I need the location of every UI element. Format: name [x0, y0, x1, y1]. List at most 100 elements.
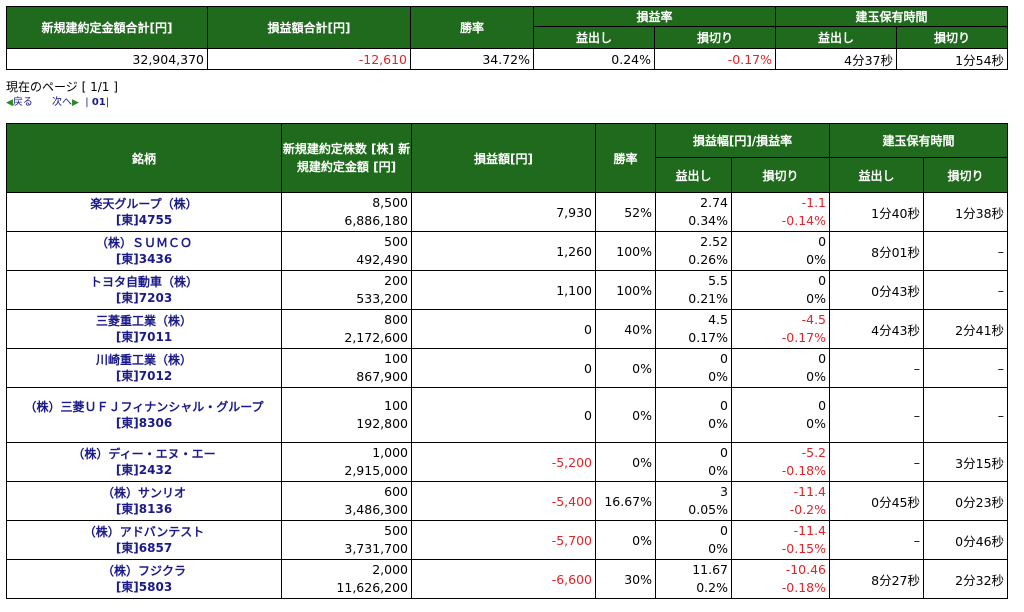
loss-width-value: -10.46: [785, 562, 827, 577]
issue-code: [東]8136: [115, 502, 173, 516]
header-width-profit: 益出し: [655, 157, 732, 193]
header-win-rate: 勝率: [595, 123, 656, 193]
time-profit-value: 8分01秒: [829, 231, 925, 271]
profit-width-value: 3: [720, 484, 728, 499]
loss-rate-value: -0.2%: [789, 502, 827, 517]
issue-code: [東]2432: [115, 463, 173, 477]
issue-name-link[interactable]: （株）フジクラ: [101, 564, 186, 578]
time-profit-value: 0分43秒: [829, 270, 925, 310]
shares-value: 1,000: [372, 445, 408, 460]
table-row: 三菱重工業（株） [東]7011 800 2,172,600 0 40% 4.5 0.17% -…: [6, 309, 1009, 349]
shares-value: 800: [384, 312, 408, 327]
amount-value: 2,915,000: [344, 463, 408, 478]
profit-width-cell: 4.5 0.17%: [655, 309, 732, 349]
header-width-loss: 損切り: [730, 157, 831, 193]
profit-width-cell: 0 0%: [655, 387, 732, 443]
total-pl-value: -12,610: [207, 48, 411, 70]
profit-rate-value: 0.05%: [688, 502, 728, 517]
header-pl: 損益額[円]: [411, 123, 596, 193]
issue-code: [東]3436: [115, 252, 173, 266]
pl-value: -6,600: [411, 559, 596, 599]
table-row: （株）サンリオ [東]8136 600 3,486,300 -5,400 16.67% 3 0…: [6, 481, 1009, 521]
issue-name-link[interactable]: 川崎重工業（株）: [95, 353, 192, 367]
profit-rate-value: 0.26%: [688, 252, 728, 267]
win-rate-value: 100%: [595, 231, 656, 271]
profit-width-cell: 0 0%: [655, 348, 732, 388]
win-rate-value: 100%: [595, 270, 656, 310]
shares-amount-cell: 500 3,731,700: [281, 520, 412, 560]
profit-width-cell: 0 0%: [655, 520, 732, 560]
issue-name-link[interactable]: 三菱重工業（株）: [95, 314, 192, 328]
profit-width-cell: 0 0%: [655, 442, 732, 482]
shares-amount-cell: 2,000 11,626,200: [281, 559, 412, 599]
profit-width-cell: 3 0.05%: [655, 481, 732, 521]
loss-width-cell: -4.5 -0.17%: [730, 309, 831, 349]
shares-amount-cell: 200 533,200: [281, 270, 412, 310]
loss-width-cell: -5.2 -0.18%: [730, 442, 831, 482]
issue-name-link[interactable]: トヨタ自動車（株）: [89, 275, 198, 289]
issue-name-link[interactable]: 楽天グループ（株）: [90, 197, 198, 211]
time-profit-value: –: [829, 387, 925, 443]
profit-width-cell: 2.52 0.26%: [655, 231, 732, 271]
table-row: （株）アドバンテスト [東]6857 500 3,731,700 -5,700 0% 0 0%…: [6, 520, 1009, 560]
header-time-loss: 損切り: [923, 157, 1009, 193]
amount-value: 11,626,200: [336, 580, 408, 595]
header-rate-loss: 損切り: [653, 26, 777, 49]
header-holding-time: 建玉保有時間: [775, 6, 1009, 27]
time-loss-value: 2分41秒: [923, 309, 1009, 349]
profit-rate-value: 0.34%: [688, 213, 728, 228]
profit-width-value: 4.5: [708, 312, 728, 327]
issue-name-link[interactable]: （株）サンリオ: [101, 486, 186, 500]
next-link[interactable]: 次へ▶: [52, 97, 79, 108]
win-rate-value: 0%: [595, 520, 656, 560]
issue-code: [東]8306: [115, 416, 173, 430]
profit-rate-value: 0.17%: [688, 330, 728, 345]
issue-name-link[interactable]: （株）三菱ＵＦＪフィナンシャル・グループ: [24, 400, 264, 414]
table-row: トヨタ自動車（株） [東]7203 200 533,200 1,100 100% 5.5 0.…: [6, 270, 1009, 310]
page-link-01[interactable]: 01: [91, 97, 106, 108]
shares-amount-cell: 500 492,490: [281, 231, 412, 271]
issue-cell: 三菱重工業（株） [東]7011: [6, 309, 282, 349]
win-rate-value: 16.67%: [595, 481, 656, 521]
profit-width-cell: 2.74 0.34%: [655, 192, 732, 232]
shares-amount-cell: 100 867,900: [281, 348, 412, 388]
pl-value: -5,200: [411, 442, 596, 482]
win-rate-value: 34.72%: [410, 48, 534, 70]
amount-value: 192,800: [356, 416, 408, 431]
issue-cell: （株）ディー・エヌ・エー [東]2432: [6, 442, 282, 482]
amount-value: 3,731,700: [344, 541, 408, 556]
loss-width-cell: -11.4 -0.15%: [730, 520, 831, 560]
time-loss-value: –: [923, 348, 1009, 388]
time-loss-value: 3分15秒: [923, 442, 1009, 482]
profit-rate-value: 0%: [708, 541, 728, 556]
issue-cell: （株）サンリオ [東]8136: [6, 481, 282, 521]
issue-name-link[interactable]: （株）ディー・エヌ・エー: [72, 447, 216, 461]
loss-width-cell: -10.46 -0.18%: [730, 559, 831, 599]
time-loss-value: 2分32秒: [923, 559, 1009, 599]
issue-name-link[interactable]: （株）ＳＵＭＣＯ: [95, 236, 192, 250]
issue-code: [東]7011: [115, 330, 173, 344]
summary-table: 新規建約定金額合計[円] 損益額合計[円] 勝率 損益率 建玉保有時間 益出し …: [6, 6, 1009, 70]
win-rate-value: 40%: [595, 309, 656, 349]
loss-rate-value: 0%: [806, 369, 827, 384]
profit-width-value: 0: [720, 398, 728, 413]
time-loss-value: 1分38秒: [923, 192, 1009, 232]
header-time-profit: 益出し: [829, 157, 925, 193]
profit-rate-value: 0.21%: [688, 291, 728, 306]
profit-width-value: 0: [720, 351, 728, 366]
back-link[interactable]: ◀戻る: [6, 97, 33, 108]
right-triangle-icon: ▶: [72, 98, 79, 108]
profit-width-value: 11.67: [692, 562, 728, 577]
issue-cell: （株）アドバンテスト [東]6857: [6, 520, 282, 560]
shares-amount-cell: 600 3,486,300: [281, 481, 412, 521]
loss-width-cell: -1.1 -0.14%: [730, 192, 831, 232]
loss-rate-value: -0.17%: [781, 330, 827, 345]
table-row: 川崎重工業（株） [東]7012 100 867,900 0 0% 0 0% 0 0% – –: [6, 348, 1009, 388]
loss-width-cell: 0 0%: [730, 231, 831, 271]
table-row: （株）三菱ＵＦＪフィナンシャル・グループ [東]8306 100 192,800 0 0%…: [6, 387, 1009, 443]
header-time-profit: 益出し: [775, 26, 898, 49]
issue-name-link[interactable]: （株）アドバンテスト: [83, 525, 205, 539]
pl-value: 1,100: [411, 270, 596, 310]
issue-code: [東]6857: [115, 541, 173, 555]
loss-width-cell: 0 0%: [730, 387, 831, 443]
